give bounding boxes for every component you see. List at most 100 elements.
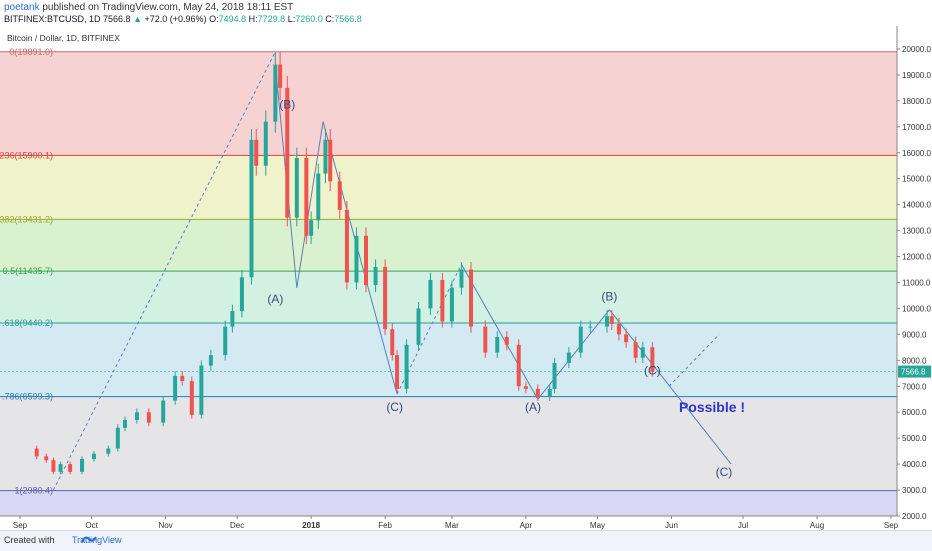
fib-level-label: 1(2980.4) xyxy=(14,486,53,496)
candle-body xyxy=(34,448,39,457)
candle-body xyxy=(588,326,593,328)
candle-body xyxy=(483,326,488,353)
symbol-label: BITFINEX:BTCUSD, 1D xyxy=(4,14,101,24)
candle-body xyxy=(161,400,166,423)
candle-body xyxy=(373,266,378,286)
candle-body xyxy=(173,375,178,401)
candle-body xyxy=(115,427,120,449)
price-chart[interactable]: 0(19891.0) 236(15900.1) 382(13431.2) 0.5(11… xyxy=(0,26,932,531)
chart-title: Bitcoin / Dollar, 1D, BITFINEX xyxy=(7,33,120,43)
candle-body xyxy=(294,157,299,218)
tradingview-logo-icon[interactable] xyxy=(54,533,124,547)
fib-zone xyxy=(0,219,897,272)
candle-body xyxy=(263,121,268,166)
y-tick-label: 10000.0 xyxy=(902,304,931,313)
candle-body xyxy=(633,342,638,358)
tradingview-brand[interactable]: TradingView xyxy=(72,535,122,545)
x-tick-label: Oct xyxy=(85,521,98,530)
candle-body xyxy=(278,64,283,88)
candle-body xyxy=(208,355,213,366)
candle-body xyxy=(180,375,185,382)
created-with-text: Created with xyxy=(4,535,55,545)
wave-line xyxy=(322,121,398,395)
author-link[interactable]: poetank xyxy=(4,2,40,13)
close-label: C: xyxy=(325,14,335,24)
x-tick-label: Feb xyxy=(378,521,392,530)
fib-level-label: 0(19891.0) xyxy=(9,47,53,57)
wave-label: (A) xyxy=(267,292,283,306)
price-change: +72.0 (+0.96%) xyxy=(144,14,207,24)
possible-annotation: Possible ! xyxy=(679,399,745,415)
x-tick-label: Jul xyxy=(738,521,748,530)
fib-zone xyxy=(0,490,897,516)
y-tick-label: 16000.0 xyxy=(902,149,931,158)
current-price-label: 7566.8 xyxy=(901,368,926,377)
wave-line xyxy=(296,121,324,288)
candle-body xyxy=(199,365,204,415)
candle-body xyxy=(337,181,342,210)
candle-body xyxy=(249,139,254,278)
candle-body xyxy=(285,87,290,218)
wave-line xyxy=(537,309,610,400)
candle-body xyxy=(609,316,614,324)
candle-body xyxy=(44,456,49,461)
y-tick-label: 20000.0 xyxy=(902,45,931,54)
candle-body xyxy=(230,311,235,327)
candle-body xyxy=(58,464,63,472)
fib-zone xyxy=(0,322,897,397)
x-tick-label: Dec xyxy=(230,521,244,530)
x-tick-label: Apr xyxy=(520,521,533,530)
y-tick-label: 5000.0 xyxy=(902,434,927,443)
fib-level-label: 0.5(11435.7) xyxy=(3,266,53,276)
fib-zone xyxy=(0,396,897,491)
open-label: O: xyxy=(209,14,219,24)
candle-body xyxy=(223,326,228,356)
candle-body xyxy=(616,324,621,335)
candle-body xyxy=(146,412,151,423)
candle-body xyxy=(504,336,509,345)
candle-body xyxy=(189,381,194,415)
x-tick-label: Nov xyxy=(158,521,172,530)
candle-body xyxy=(328,139,333,182)
candle-body xyxy=(566,352,571,363)
wave-label: (B) xyxy=(601,290,617,304)
fib-zone xyxy=(0,155,897,220)
candle-body xyxy=(416,308,421,345)
wave-line xyxy=(668,334,720,387)
candle-body xyxy=(354,235,359,283)
y-tick-label: 17000.0 xyxy=(902,123,931,132)
y-tick-label: 12000.0 xyxy=(902,253,931,262)
candle-body xyxy=(316,173,321,221)
wave-line xyxy=(461,264,539,400)
candle-body xyxy=(624,334,629,343)
up-arrow-icon: ▲ xyxy=(133,14,142,24)
y-tick-label: 3000.0 xyxy=(902,486,927,495)
candle-body xyxy=(495,336,500,353)
candle-body xyxy=(547,388,552,397)
y-tick-label: 15000.0 xyxy=(902,175,931,184)
candle-body xyxy=(390,329,395,356)
x-tick-label: Sep xyxy=(13,521,28,530)
wave-line xyxy=(609,309,732,465)
y-tick-label: 11000.0 xyxy=(902,278,931,287)
x-tick-label: May xyxy=(590,521,605,530)
y-tick-label: 19000.0 xyxy=(902,71,931,80)
ohlc-header: BITFINEX:BTCUSD, 1D 7566.8 ▲ +72.0 (+0.9… xyxy=(4,14,362,24)
fib-zone xyxy=(0,271,897,323)
candle-body xyxy=(304,157,309,236)
candle-body xyxy=(122,420,127,428)
close-value: 7566.8 xyxy=(334,14,362,24)
y-tick-label: 13000.0 xyxy=(902,227,931,236)
wave-line xyxy=(52,51,276,491)
high-value: 7729.8 xyxy=(257,14,286,24)
published-info: published on TradingView.com, May 24, 20… xyxy=(42,2,294,13)
y-tick-label: 2000.0 xyxy=(902,512,927,521)
fib-level-label: .618(9440.2) xyxy=(2,318,53,328)
candle-body xyxy=(428,279,433,309)
candle-body xyxy=(404,344,409,389)
footer-bar: Created with TradingView xyxy=(0,530,932,551)
open-value: 7494.8 xyxy=(218,14,247,24)
candle-body xyxy=(578,326,583,353)
y-tick-label: 18000.0 xyxy=(902,97,931,106)
x-tick-label: Aug xyxy=(810,521,824,530)
